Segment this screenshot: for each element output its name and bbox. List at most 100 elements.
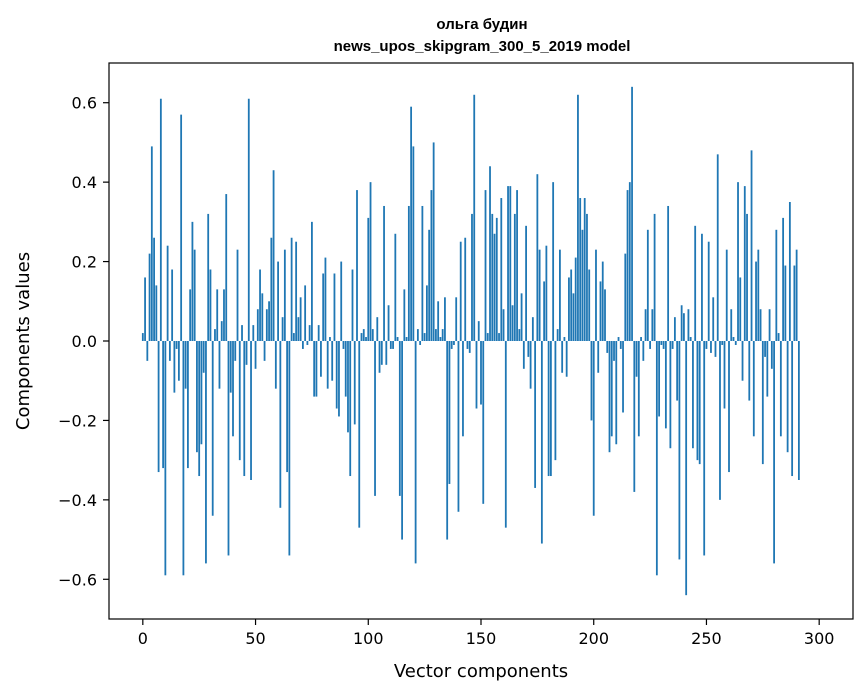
bar	[150, 146, 153, 341]
bar	[243, 341, 246, 477]
bar	[232, 341, 234, 437]
bar	[619, 341, 622, 349]
bar	[182, 341, 185, 576]
bar	[739, 277, 742, 341]
bar	[405, 337, 408, 341]
bar	[223, 289, 225, 341]
bar	[367, 217, 370, 341]
bar	[599, 281, 602, 341]
bar	[604, 289, 606, 341]
bar	[531, 317, 534, 341]
bar	[678, 341, 681, 560]
bar	[565, 341, 568, 377]
bar	[274, 341, 277, 389]
bar	[315, 341, 318, 397]
bar	[396, 337, 399, 341]
bar	[207, 213, 210, 341]
bar	[635, 341, 638, 377]
bar	[401, 341, 403, 540]
x-axis-ticks: 0 50 100 150 200 250 300	[138, 619, 834, 648]
bar	[475, 341, 478, 409]
bar	[590, 341, 593, 421]
bar	[773, 341, 775, 564]
bar	[353, 341, 356, 425]
bar	[701, 233, 703, 341]
bar	[574, 257, 577, 341]
bar	[198, 341, 201, 477]
bar	[225, 194, 228, 341]
bar	[545, 245, 548, 341]
bar	[468, 341, 471, 353]
bar	[653, 213, 656, 341]
bar	[640, 337, 642, 341]
bar	[425, 285, 428, 341]
bar	[725, 249, 728, 341]
bar	[187, 341, 189, 469]
bar	[290, 237, 293, 341]
bar	[171, 269, 174, 341]
bar	[484, 190, 487, 341]
bar	[491, 213, 494, 341]
bar	[613, 341, 615, 361]
bar	[238, 341, 241, 461]
bar	[333, 273, 336, 341]
bar	[412, 146, 415, 341]
bar	[669, 341, 672, 449]
bar	[403, 289, 406, 341]
bar	[572, 293, 575, 341]
bar	[144, 277, 146, 341]
bar	[793, 265, 796, 341]
bar	[177, 341, 180, 381]
bar	[651, 309, 654, 341]
bar	[595, 249, 597, 341]
bar	[362, 329, 365, 341]
x-axis-label: Vector components	[394, 661, 568, 682]
bar	[191, 221, 194, 341]
bar	[777, 333, 780, 341]
bar	[559, 249, 561, 341]
bar	[250, 341, 252, 480]
plot-frame	[108, 62, 854, 620]
bar	[292, 333, 295, 341]
bar	[216, 289, 219, 341]
bar	[556, 329, 559, 341]
bar	[317, 325, 320, 341]
bar	[414, 341, 417, 564]
bar	[211, 341, 214, 516]
bar	[229, 341, 232, 393]
bar	[617, 337, 620, 341]
bar	[529, 341, 532, 389]
bar	[254, 341, 257, 369]
bar	[748, 341, 751, 401]
x-tick-label: 50	[245, 629, 265, 648]
bar	[752, 341, 755, 437]
bar	[642, 341, 645, 361]
bar	[419, 341, 422, 345]
bar	[423, 333, 426, 341]
bar	[734, 341, 737, 345]
bar	[205, 341, 207, 564]
bar	[764, 341, 766, 357]
bar	[775, 229, 778, 341]
bar	[450, 341, 453, 349]
bar	[689, 337, 692, 341]
bar	[279, 341, 282, 508]
bar	[189, 289, 192, 341]
y-tick-label: 0.4	[72, 173, 97, 192]
bar	[265, 309, 268, 341]
bar	[311, 221, 313, 341]
y-tick-label: −0.4	[58, 491, 97, 510]
x-tick-label: 200	[578, 629, 609, 648]
bar	[407, 205, 410, 341]
bar	[394, 233, 397, 341]
bar	[757, 249, 760, 341]
bar	[218, 341, 221, 389]
bar	[308, 325, 311, 341]
bar	[601, 261, 604, 341]
bar	[741, 341, 744, 381]
bar	[247, 98, 250, 342]
bar	[687, 309, 690, 341]
bar	[696, 341, 699, 461]
bar	[714, 341, 717, 357]
bar	[466, 341, 469, 349]
